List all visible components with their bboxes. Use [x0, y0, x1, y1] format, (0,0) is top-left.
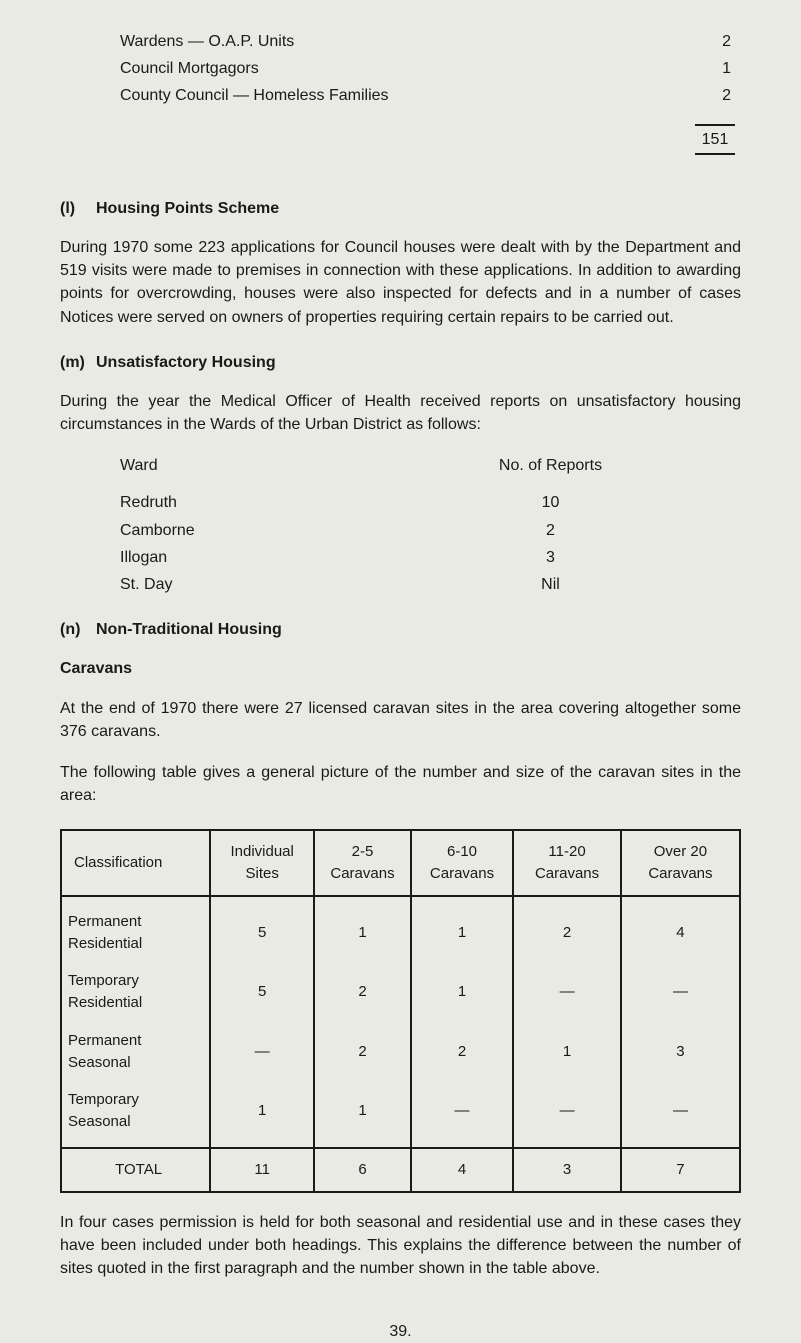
table-header-row: Classification Individual Sites 2-5 Cara… — [61, 830, 740, 896]
ward-name: Redruth — [60, 491, 360, 514]
ward-val: 2 — [360, 519, 741, 542]
top-row-value: 2 — [681, 84, 741, 107]
section-l-head: (l) Housing Points Scheme — [60, 197, 741, 220]
th-6-10: 6-10 Caravans — [411, 830, 513, 896]
ward-row: Redruth 10 — [60, 491, 741, 514]
ward-val: 10 — [360, 491, 741, 514]
total-cell: 11 — [210, 1148, 314, 1192]
section-m-title: Unsatisfactory Housing — [96, 351, 276, 374]
ward-head-left: Ward — [60, 454, 360, 477]
table-total-row: TOTAL 11 6 4 3 7 — [61, 1148, 740, 1192]
cell: Temporary Seasonal — [61, 1081, 210, 1148]
cell: 1 — [314, 1081, 411, 1148]
th-over-20: Over 20 Caravans — [621, 830, 740, 896]
ward-name: St. Day — [60, 573, 360, 596]
section-n-title: Non-Traditional Housing — [96, 618, 282, 641]
section-n-para1: At the end of 1970 there were 27 license… — [60, 697, 741, 743]
table-row: Temporary Residential 5 2 1 — — — [61, 962, 740, 1022]
cell: 1 — [210, 1081, 314, 1148]
table-row: Permanent Residential 5 1 1 2 4 — [61, 896, 740, 963]
total-cell: 3 — [513, 1148, 621, 1192]
section-l-num: (l) — [60, 197, 96, 220]
ward-val: 3 — [360, 546, 741, 569]
section-n-sub: Caravans — [60, 657, 741, 680]
section-l-title: Housing Points Scheme — [96, 197, 279, 220]
cell: 1 — [411, 896, 513, 963]
section-m-num: (m) — [60, 351, 96, 374]
cell: 2 — [411, 1022, 513, 1082]
cell: 2 — [513, 896, 621, 963]
cell: — — [513, 962, 621, 1022]
cell: 5 — [210, 962, 314, 1022]
top-row-label: Wardens — O.A.P. Units — [60, 30, 294, 53]
section-m-para: During the year the Medical Officer of H… — [60, 390, 741, 436]
cell: — — [621, 962, 740, 1022]
total-cell: 6 — [314, 1148, 411, 1192]
table-row: Temporary Seasonal 1 1 — — — — [61, 1081, 740, 1148]
cell: 1 — [513, 1022, 621, 1082]
cell: Temporary Residential — [61, 962, 210, 1022]
cell: 4 — [621, 896, 740, 963]
ward-row: Camborne 2 — [60, 519, 741, 542]
total-label: TOTAL — [61, 1148, 210, 1192]
cell: — — [411, 1081, 513, 1148]
cell: Permanent Seasonal — [61, 1022, 210, 1082]
ward-row: Illogan 3 — [60, 546, 741, 569]
top-row-label: Council Mortgagors — [60, 57, 259, 80]
th-2-5: 2-5 Caravans — [314, 830, 411, 896]
table-row: Permanent Seasonal — 2 2 1 3 — [61, 1022, 740, 1082]
ward-table-head: Ward No. of Reports — [60, 454, 741, 477]
top-row: Wardens — O.A.P. Units 2 — [60, 30, 741, 53]
ward-name: Camborne — [60, 519, 360, 542]
ward-row: St. Day Nil — [60, 573, 741, 596]
section-n: (n) Non-Traditional Housing Caravans At … — [60, 618, 741, 807]
section-n-head: (n) Non-Traditional Housing — [60, 618, 741, 641]
cell: Permanent Residential — [61, 896, 210, 963]
cell: 2 — [314, 1022, 411, 1082]
page-number: 39. — [60, 1320, 741, 1343]
th-classification: Classification — [61, 830, 210, 896]
cell: 1 — [314, 896, 411, 963]
th-11-20: 11-20 Caravans — [513, 830, 621, 896]
footer-para: In four cases permission is held for bot… — [60, 1211, 741, 1281]
section-n-num: (n) — [60, 618, 96, 641]
cell: 2 — [314, 962, 411, 1022]
ward-head-right: No. of Reports — [360, 454, 741, 477]
ward-val: Nil — [360, 573, 741, 596]
top-total: 151 — [695, 124, 735, 155]
th-individual: Individual Sites — [210, 830, 314, 896]
section-m: (m) Unsatisfactory Housing During the ye… — [60, 351, 741, 597]
section-l: (l) Housing Points Scheme During 1970 so… — [60, 197, 741, 329]
cell: — — [210, 1022, 314, 1082]
total-cell: 7 — [621, 1148, 740, 1192]
total-cell: 4 — [411, 1148, 513, 1192]
top-row-value: 1 — [681, 57, 741, 80]
cell: — — [513, 1081, 621, 1148]
caravan-table: Classification Individual Sites 2-5 Cara… — [60, 829, 741, 1192]
section-n-para2: The following table gives a general pict… — [60, 761, 741, 807]
top-row: Council Mortgagors 1 — [60, 57, 741, 80]
top-row-label: County Council — Homeless Families — [60, 84, 389, 107]
cell: 1 — [411, 962, 513, 1022]
top-row: County Council — Homeless Families 2 — [60, 84, 741, 107]
section-m-head: (m) Unsatisfactory Housing — [60, 351, 741, 374]
section-l-para: During 1970 some 223 applications for Co… — [60, 236, 741, 329]
cell: — — [621, 1081, 740, 1148]
cell: 3 — [621, 1022, 740, 1082]
top-row-value: 2 — [681, 30, 741, 53]
top-list: Wardens — O.A.P. Units 2 Council Mortgag… — [60, 30, 741, 175]
ward-name: Illogan — [60, 546, 360, 569]
cell: 5 — [210, 896, 314, 963]
